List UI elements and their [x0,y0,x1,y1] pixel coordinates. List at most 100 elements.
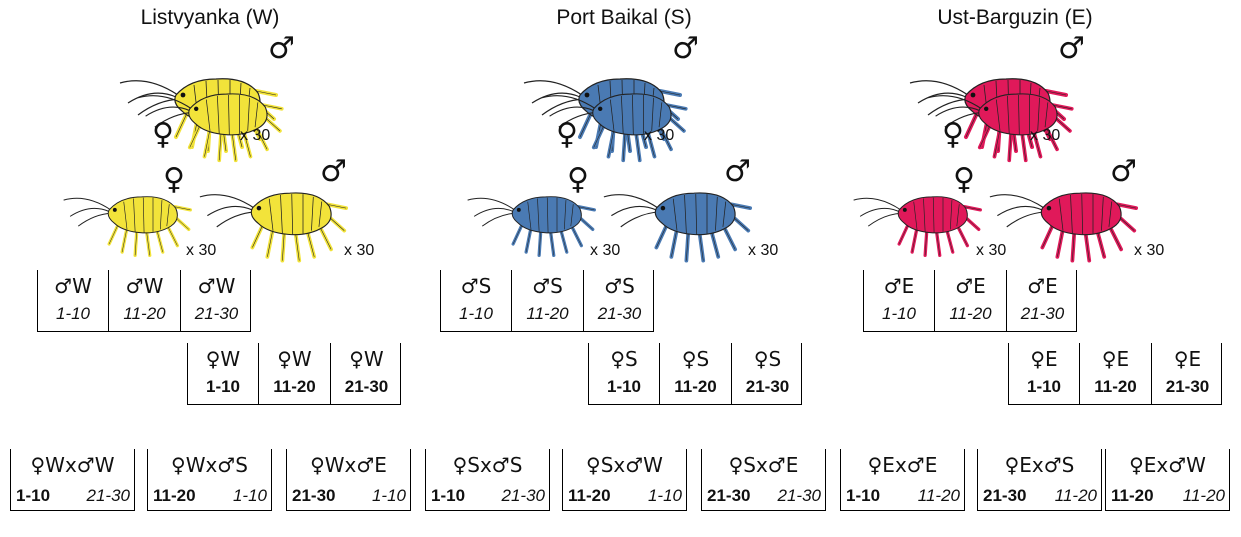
group-label: ♂E [955,274,986,298]
cross-box: ♀Wx♂W 1-10 21-30 [10,449,135,511]
population-title-port-baikal: Port Baikal (S) [556,6,692,29]
female-symbol: ♀ [556,117,578,152]
group-cell: ♀S 21-30 [731,343,803,405]
female-range: 21-30 [292,486,336,505]
cross-box: ♀Ex♂E 1-10 11-20 [840,449,965,511]
female-group-table-w: ♀W 1-10 ♀W 11-20 ♀W 21-30 [187,343,401,405]
group-label: ♂E [1027,274,1058,298]
male-group-table-s: ♂S 1-10 ♂S 11-20 ♂S 21-30 [440,270,654,332]
group-cell: ♂W 21-30 [180,270,252,332]
population-title-ust-barguzin: Ust-Barguzin (E) [937,6,1093,29]
male-symbol: ♂ [724,154,751,189]
individual-range: 11-20 [123,304,166,323]
amphipod-female [63,196,192,257]
amphipod-female [853,196,982,257]
male-range: 21-30 [777,486,821,505]
group-label: ♂S [532,274,563,298]
male-symbol: ♂ [1110,154,1137,189]
individual-range: 1-10 [458,304,494,323]
group-cell: ♂E 21-30 [1006,270,1078,332]
male-group-table-e: ♂E 1-10 ♂E 11-20 ♂E 21-30 [863,270,1077,332]
individual-range: 21-30 [1165,377,1210,396]
individual-range: 21-30 [344,377,389,396]
female-range: 11-20 [1111,486,1154,505]
male-range: 11-20 [1054,486,1097,505]
amphipod-male [989,192,1138,263]
cross-box: ♀Wx♂E 21-30 1-10 [286,449,411,511]
group-label: ♂S [604,274,635,298]
cross-box: ♀Sx♂W 11-20 1-10 [562,449,687,511]
amphipod-male [603,192,752,263]
amphipod-pair-front [928,93,1074,163]
female-group-table-s: ♀S 1-10 ♀S 11-20 ♀S 21-30 [588,343,802,405]
individual-range: 11-20 [949,304,992,323]
male-range: 1-10 [371,486,406,505]
group-label: ♂E [883,274,915,298]
group-label: ♂W [54,274,92,298]
male-symbol: ♂ [1058,31,1085,66]
multiplier-label: x 30 [748,242,779,259]
female-range: 1-10 [16,486,51,505]
group-label: ♀W [349,347,384,371]
cross-label: ♀Sx♂W [586,453,663,477]
group-cell: ♂S 11-20 [511,270,583,332]
group-cell: ♀E 21-30 [1151,343,1223,405]
cross-box: ♀Ex♂S 21-30 11-20 [977,449,1102,511]
cross-label: ♀Sx♂E [728,453,799,477]
group-label: ♀S [681,347,710,371]
individual-range: 1-10 [55,304,91,323]
female-range: 1-10 [846,486,881,505]
group-cell: ♂S 1-10 [441,270,511,332]
individual-range: 1-10 [1026,377,1062,396]
female-range: 11-20 [153,486,196,505]
group-cell: ♂W 11-20 [108,270,180,332]
amphipod-pair-front [138,93,284,163]
group-cell: ♂S 21-30 [583,270,655,332]
cross-label: ♀Wx♂S [171,453,248,477]
female-symbol: ♀ [567,162,589,197]
group-label: ♀E [1173,347,1202,371]
cross-box: ♀Sx♂E 21-30 21-30 [701,449,826,511]
group-cell: ♀W 1-10 [188,343,258,405]
multiplier-label: x 30 [1134,242,1165,259]
individual-range: 11-20 [273,377,316,396]
cross-label: ♀Wx♂E [310,453,387,477]
individual-range: 1-10 [881,304,917,323]
individual-range: 21-30 [1020,304,1065,323]
group-label: ♀E [1030,347,1058,371]
group-cell: ♀E 11-20 [1079,343,1151,405]
cross-label: ♀Ex♂E [867,453,938,477]
group-cell: ♂W 1-10 [38,270,108,332]
male-symbol: ♂ [320,154,347,189]
amphipod-male [199,192,348,263]
group-cell: ♂E 11-20 [934,270,1006,332]
cross-label: ♀Ex♂S [1004,453,1075,477]
female-range: 21-30 [983,486,1027,505]
multiplier-label: x 30 [976,242,1007,259]
amphipod-pair-front [542,93,688,163]
male-range: 21-30 [501,486,545,505]
group-cell: ♀E 1-10 [1009,343,1079,405]
male-symbol: ♂ [268,31,295,66]
cross-box: ♀Wx♂S 11-20 1-10 [147,449,272,511]
female-symbol: ♀ [953,162,975,197]
group-cell: ♂E 1-10 [864,270,934,332]
female-symbol: ♀ [163,162,185,197]
multiplier-label: x 30 [590,242,621,259]
individual-range: 11-20 [1094,377,1137,396]
individual-range: 11-20 [526,304,569,323]
group-label: ♂S [460,274,492,298]
individual-range: 1-10 [606,377,642,396]
individual-range: 1-10 [205,377,241,396]
cross-label: ♀Ex♂W [1129,453,1206,477]
female-symbol: ♀ [152,117,174,152]
multiplier-label: x 30 [344,242,375,259]
group-cell: ♀W 21-30 [330,343,402,405]
cross-box: ♀Ex♂W 11-20 11-20 [1105,449,1230,511]
individual-range: 21-30 [597,304,642,323]
group-label: ♂W [125,274,164,298]
female-range: 1-10 [431,486,466,505]
female-symbol: ♀ [942,117,964,152]
male-range: 1-10 [647,486,682,505]
male-symbol: ♂ [672,31,699,66]
